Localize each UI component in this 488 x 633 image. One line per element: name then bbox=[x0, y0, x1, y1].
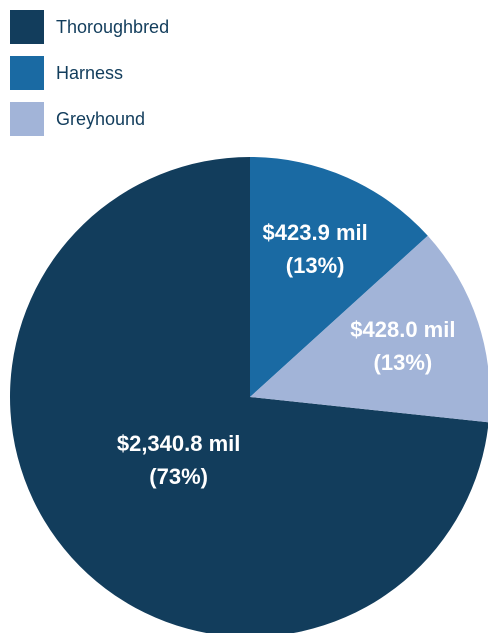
legend-swatch bbox=[10, 102, 44, 136]
legend-label: Harness bbox=[56, 63, 123, 83]
slice-value-label: $2,340.8 mil bbox=[117, 431, 241, 456]
legend-swatch bbox=[10, 10, 44, 44]
slice-percent-label: (13%) bbox=[374, 350, 433, 375]
legend-label: Thoroughbred bbox=[56, 17, 169, 37]
slice-value-label: $428.0 mil bbox=[350, 317, 455, 342]
slice-value-label: $423.9 mil bbox=[263, 220, 368, 245]
legend-label: Greyhound bbox=[56, 109, 145, 129]
slice-percent-label: (73%) bbox=[149, 464, 208, 489]
pie-slice bbox=[250, 235, 488, 423]
slice-percent-label: (13%) bbox=[286, 253, 345, 278]
legend-swatch bbox=[10, 56, 44, 90]
pie-slice bbox=[10, 157, 488, 633]
pie-slice bbox=[250, 157, 428, 397]
